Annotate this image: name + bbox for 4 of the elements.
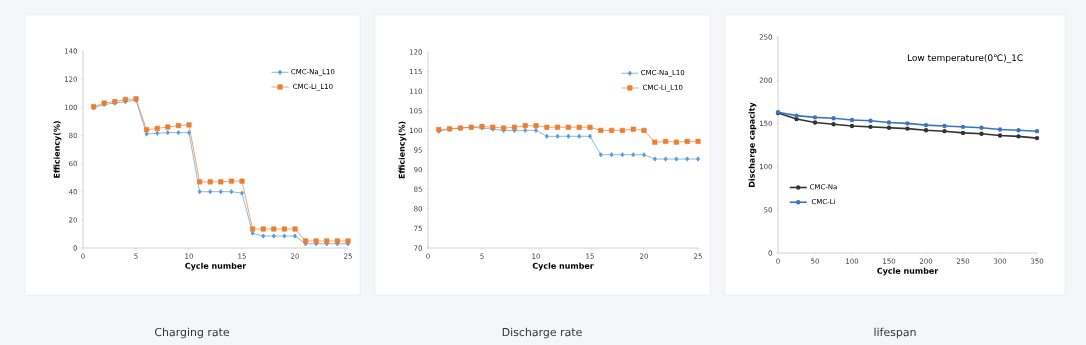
annotation: Low temperature(0℃)_1C <box>907 54 1023 64</box>
text: Charging rate <box>154 327 230 339</box>
text: lifespan <box>874 327 916 339</box>
text: Discharge rate <box>502 327 582 339</box>
